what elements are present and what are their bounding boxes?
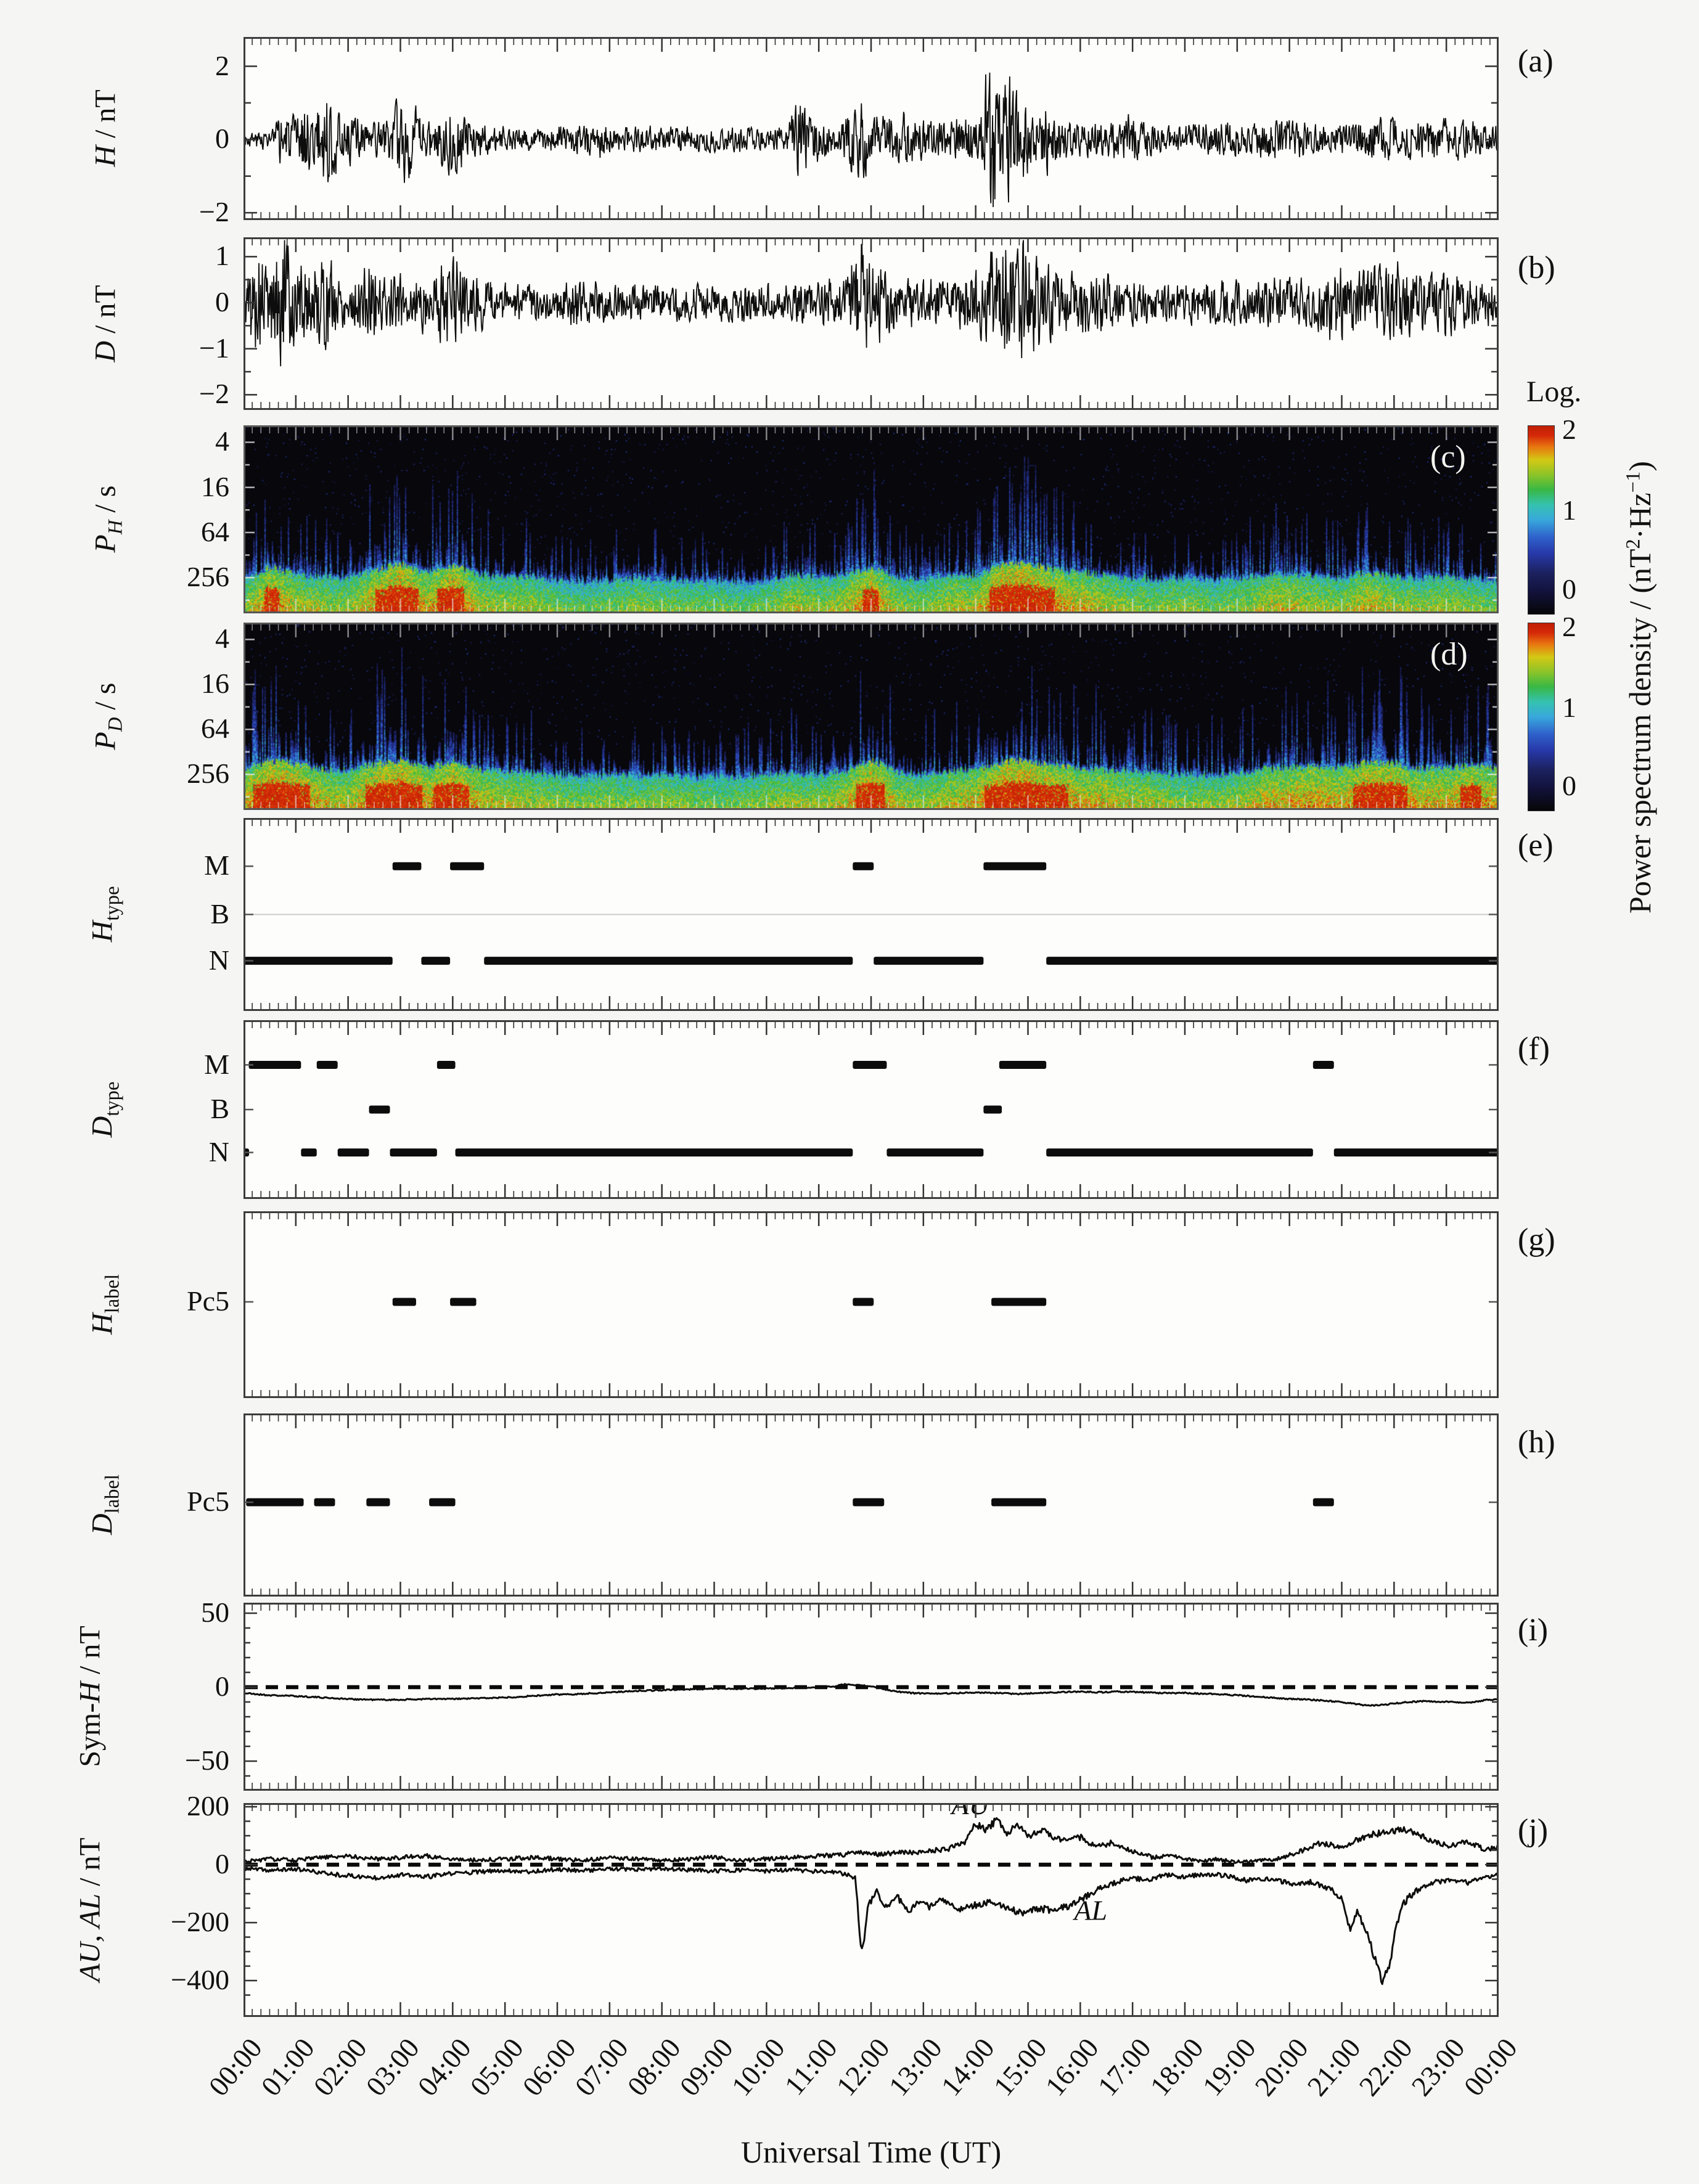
- colorbar-title: Log.: [1526, 375, 1582, 408]
- y-tick-label-d: 16: [201, 668, 229, 700]
- y-tick-label-j: −400: [171, 1964, 229, 1995]
- y-tick-label-f: M: [204, 1048, 229, 1080]
- y-tick-label-d: 4: [215, 623, 229, 655]
- y-tick-label-d: 64: [201, 713, 229, 745]
- panel-d-spectrogram: [244, 623, 1499, 810]
- y-tick-label-b: −2: [199, 378, 229, 410]
- panel-letter-h: (h): [1518, 1425, 1555, 1460]
- panel-c-canvas: [244, 425, 1499, 613]
- colorbar-axis-label: Power spectrum density / (nT2·Hz−1): [1622, 460, 1657, 914]
- panel-e-plot: [244, 818, 1499, 1011]
- panel-letter-c: (c): [1430, 440, 1466, 475]
- colorbar-tick-label: 2: [1562, 611, 1576, 643]
- y-tick-label-e: B: [210, 898, 229, 930]
- panel-a-canvas: [244, 37, 1499, 220]
- panel-b-plot: [244, 237, 1499, 410]
- panel-f-plot: [244, 1020, 1499, 1199]
- panel-letter-d: (d): [1430, 637, 1468, 672]
- y-tick-label-a: −2: [199, 196, 229, 228]
- y-tick-label-i: 50: [201, 1597, 229, 1628]
- y-tick-label-a: 0: [215, 123, 229, 155]
- panel-letter-b: (b): [1518, 250, 1555, 285]
- y-tick-label-b: 1: [215, 240, 229, 272]
- x-tick-label: 00:00: [1457, 2032, 1523, 2102]
- y-tick-label-d: 256: [187, 758, 229, 790]
- y-tick-label-c: 64: [201, 515, 229, 547]
- panel-i-plot: [244, 1603, 1499, 1791]
- panel-letter-j: (j): [1518, 1813, 1549, 1848]
- panel-j-plot: AU AL: [244, 1803, 1499, 2017]
- panel-letter-a: (a): [1518, 44, 1554, 79]
- curve-label-AL: AL: [1072, 1894, 1107, 1926]
- panel-d-heatmap: [244, 623, 1499, 810]
- colorbar-tick-label: 2: [1562, 414, 1576, 446]
- y-tick-label-f: N: [208, 1135, 229, 1168]
- panel-e-canvas: [244, 818, 1499, 1011]
- y-tick-label-f: B: [210, 1093, 229, 1124]
- panel-h-canvas: [244, 1413, 1499, 1597]
- panel-letter-i: (i): [1518, 1613, 1549, 1648]
- panel-f-canvas: [244, 1020, 1499, 1199]
- panel-letter-g: (g): [1518, 1222, 1555, 1258]
- y-tick-label-i: 0: [215, 1671, 229, 1702]
- colorbar-d: [1528, 623, 1555, 811]
- panel-d-canvas: [244, 623, 1499, 810]
- y-tick-label-c: 4: [215, 425, 229, 457]
- y-tick-label-c: 256: [187, 561, 229, 593]
- y-tick-label-g: Pc5: [187, 1285, 229, 1317]
- panel-i-canvas: [244, 1603, 1499, 1791]
- y-tick-label-e: N: [208, 944, 229, 976]
- colorbar-tick-label: 0: [1562, 770, 1576, 802]
- panel-h-plot: [244, 1413, 1499, 1597]
- x-axis-title: Universal Time (UT): [740, 2135, 1002, 2169]
- panel-g-plot: [244, 1211, 1499, 1398]
- colorbar-c: [1528, 425, 1555, 615]
- y-tick-label-j: 200: [187, 1790, 229, 1822]
- panel-c-heatmap: [244, 425, 1499, 613]
- panel-c-spectrogram: [244, 425, 1499, 613]
- panel-b-canvas: [244, 237, 1499, 410]
- panel-letter-f: (f): [1518, 1031, 1550, 1066]
- y-tick-label-i: −50: [185, 1744, 229, 1776]
- panel-a-plot: [244, 37, 1499, 220]
- y-tick-label-b: −1: [199, 332, 229, 364]
- colorbar-tick-label: 1: [1562, 494, 1576, 526]
- y-tick-label-j: −200: [171, 1906, 229, 1937]
- colorbar-tick-label: 1: [1562, 691, 1576, 723]
- y-tick-label-e: M: [204, 849, 229, 881]
- panel-g-canvas: [244, 1211, 1499, 1398]
- y-tick-label-c: 16: [201, 470, 229, 502]
- y-tick-label-j: 0: [215, 1848, 229, 1879]
- y-tick-label-b: 0: [215, 286, 229, 318]
- y-tick-label-a: 2: [215, 49, 229, 81]
- colorbar-tick-label: 0: [1562, 573, 1576, 605]
- panel-letter-e: (e): [1518, 828, 1554, 863]
- y-tick-label-h: Pc5: [187, 1486, 229, 1518]
